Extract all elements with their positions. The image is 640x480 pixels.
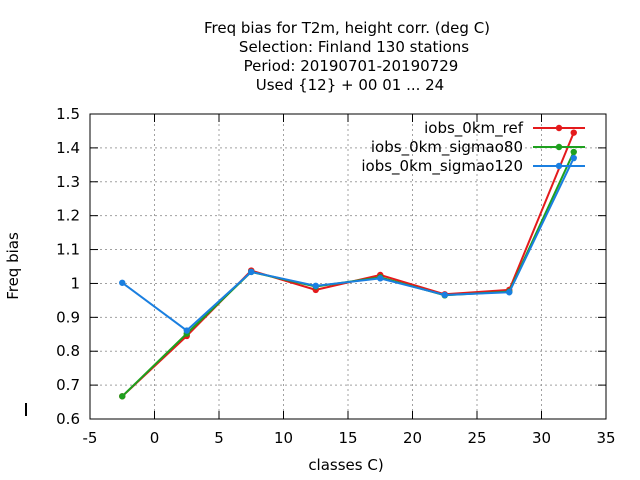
x-tick-label: 15 [338, 429, 357, 447]
y-tick-label: 1 [70, 274, 80, 292]
y-tick-label: 0.9 [56, 308, 80, 326]
y-tick-label: 0.7 [56, 376, 80, 394]
data-point [506, 289, 513, 296]
data-point [119, 279, 126, 286]
y-tick-label: 1.4 [56, 139, 80, 157]
series [119, 129, 577, 400]
data-point [119, 393, 126, 400]
legend-marker [555, 162, 563, 170]
x-tick-label: 10 [274, 429, 293, 447]
data-point [570, 129, 577, 136]
data-point [570, 148, 577, 156]
y-tick-label: 1.3 [56, 173, 80, 191]
series-iobs_0km_sigmao120 [119, 154, 577, 334]
legend: iobs_0km_refiobs_0km_sigmao80iobs_0km_si… [361, 119, 585, 176]
x-tick-label: 0 [150, 429, 160, 447]
y-tick-label: 1.5 [56, 105, 80, 123]
legend-label: iobs_0km_sigmao80 [371, 138, 523, 157]
title-line-3: Period: 20190701-20190729 [244, 57, 459, 75]
data-point [183, 327, 190, 334]
data-point [248, 268, 255, 276]
data-point [312, 282, 319, 290]
legend-marker [555, 143, 563, 151]
chart-title: Freq bias for T2m, height corr. (deg C) … [204, 19, 490, 94]
data-point [441, 291, 448, 299]
axis-ticks: 0.6 0.7 0.8 0.9 1 1.1 1.2 1.3 1.4 1.5 -5 0 5 10 15 20 25… [56, 105, 615, 447]
data-point [570, 154, 577, 162]
y-axis-label: Freq bias [4, 232, 22, 300]
y-tick-label: 1.1 [56, 241, 80, 259]
y-tick-label: 1.2 [56, 207, 80, 225]
x-tick-label: 20 [403, 429, 422, 447]
title-line-1: Freq bias for T2m, height corr. (deg C) [204, 19, 490, 37]
y-tick-label: 0.6 [56, 410, 80, 428]
y-tick-label: 0.8 [56, 342, 80, 360]
x-axis-label: classes C) [308, 456, 383, 474]
x-tick-label: 25 [467, 429, 486, 447]
title-line-2: Selection: Finland 130 stations [239, 38, 469, 56]
x-tick-label: 30 [532, 429, 551, 447]
grid [90, 114, 606, 419]
title-line-4: Used {12} + 00 01 ... 24 [256, 76, 444, 94]
x-tick-label: -5 [83, 429, 98, 447]
series-line [121, 157, 575, 332]
legend-label: iobs_0km_sigmao120 [361, 157, 523, 176]
x-tick-label: 5 [214, 429, 224, 447]
legend-marker [555, 124, 563, 132]
data-point [377, 275, 384, 282]
legend-label: iobs_0km_ref [424, 119, 524, 138]
x-tick-label: 35 [596, 429, 615, 447]
